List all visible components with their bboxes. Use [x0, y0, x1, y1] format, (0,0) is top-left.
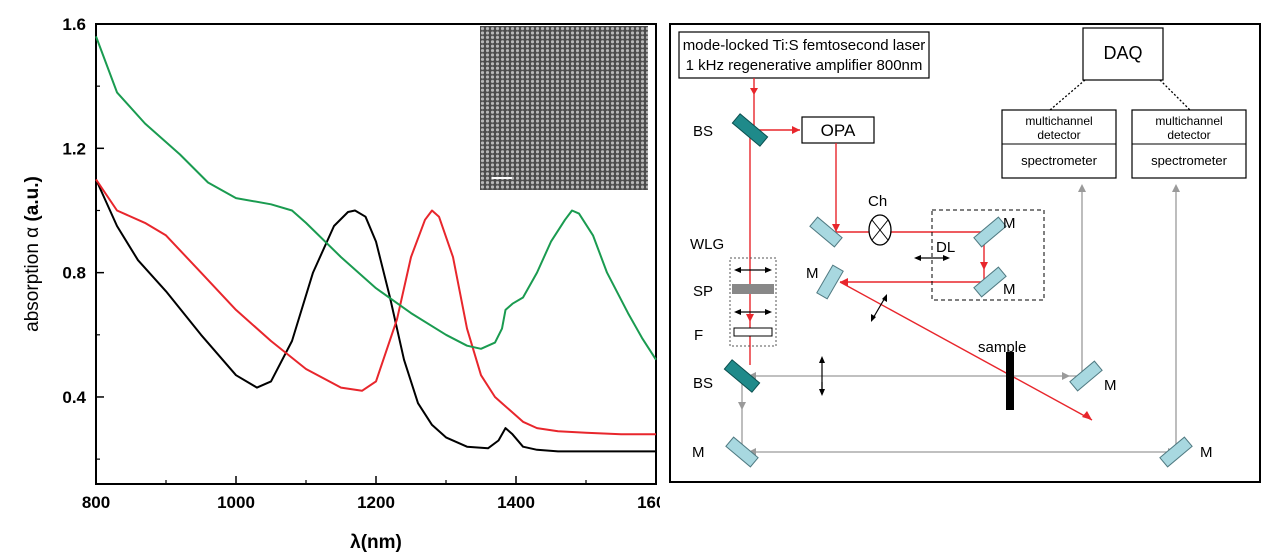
sample: [1006, 352, 1014, 410]
pump-beam: [749, 78, 1093, 421]
x-tick-label: 1600: [637, 493, 660, 512]
svg-text:detector: detector: [1167, 128, 1210, 142]
beamsplitter-bottom: [723, 359, 761, 393]
mirror-bottom-left: [725, 436, 759, 468]
label-m-sample: M: [1104, 377, 1117, 394]
svg-text:detector: detector: [1037, 128, 1080, 142]
y-tick-label: 1.6: [62, 15, 86, 34]
laser-label-1: mode-locked Ti:S femtosecond laser: [683, 37, 926, 54]
label-ch: Ch: [868, 193, 887, 210]
x-tick-label: 800: [82, 493, 110, 512]
inset-micrograph: [480, 26, 648, 190]
mirror-sample: [1069, 360, 1103, 392]
series-line-1: [95, 178, 656, 436]
mirror-opa-out: [809, 216, 843, 248]
svg-text:spectrometer: spectrometer: [1021, 153, 1098, 168]
opa-box: [801, 116, 875, 144]
y-axis-title: absorption α (a.u.): [22, 176, 43, 332]
delay-line-box: [931, 209, 1045, 301]
label-m-dl-top: M: [1003, 215, 1016, 232]
mirror-left: [816, 264, 844, 300]
beamsplitter-top: [731, 113, 769, 147]
laser-label-2: 1 kHz regenerative amplifier 800nm: [686, 57, 923, 74]
y-tick-label: 0.8: [62, 264, 86, 283]
absorption-chart: 800 1000 1200 1400 1600 0.4 0.8 1.2 1.6 λ(nm) a…: [22, 15, 660, 553]
label-m-left: M: [806, 265, 819, 282]
diagram-frame: [669, 23, 1261, 483]
svg-text:multichannel: multichannel: [1025, 114, 1092, 128]
series-line-2: [95, 36, 657, 361]
x-tick-label: 1000: [217, 493, 255, 512]
label-dl: DL: [936, 239, 955, 256]
mirror-dl-bottom: [973, 266, 1007, 298]
label-wlg: WLG: [690, 236, 724, 253]
label-bs-top: BS: [693, 123, 713, 140]
label-sp: SP: [693, 283, 713, 300]
label-bs-bottom: BS: [693, 375, 713, 392]
opa-label: OPA: [821, 121, 856, 140]
svg-text:spectrometer: spectrometer: [1151, 153, 1228, 168]
probe-beam: [741, 186, 1177, 453]
x-tick-label: 1400: [497, 493, 535, 512]
label-m-dl-bottom: M: [1003, 281, 1016, 298]
laser-box: [678, 31, 930, 79]
chopper: [868, 214, 892, 246]
x-tick-label: 1200: [357, 493, 395, 512]
mirror-bottom-right: [1159, 436, 1193, 468]
y-tick-label: 1.2: [62, 139, 86, 158]
label-m-bottom-left: M: [692, 444, 705, 461]
f-element: [733, 327, 773, 337]
label-f: F: [694, 327, 703, 344]
label-sample: sample: [978, 339, 1026, 356]
x-axis-title: λ(nm): [350, 532, 402, 553]
y-tick-label: 0.4: [62, 388, 86, 407]
daq-label: DAQ: [1103, 43, 1142, 63]
wlg-box: [729, 257, 777, 347]
label-m-bottom-right: M: [1200, 444, 1213, 461]
daq-box: [1082, 27, 1164, 81]
detector-2: multichannel detector spectrometer: [1131, 109, 1247, 179]
detector-1: multichannel detector spectrometer: [1001, 109, 1117, 179]
sp-element: [732, 284, 774, 294]
mirror-dl-top: [973, 216, 1007, 248]
svg-text:multichannel: multichannel: [1155, 114, 1222, 128]
